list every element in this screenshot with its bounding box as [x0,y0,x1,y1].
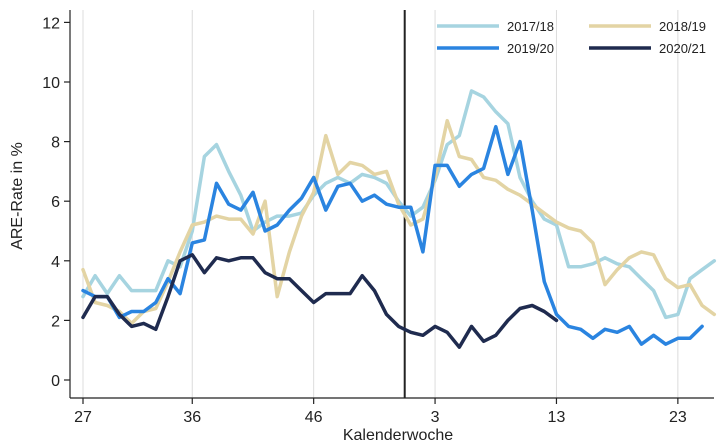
legend-label: 2020/21 [659,41,706,56]
axes [69,10,714,399]
x-tick-label: 3 [431,409,440,426]
y-tick-label: 12 [42,15,60,32]
x-axis-title: Kalenderwoche [343,427,453,441]
x-tick-label: 13 [548,409,566,426]
legend-label: 2017/18 [507,19,554,34]
legend: 2017/18 2018/19 2019/20 2020/21 [437,19,706,56]
y-axis-title: ARE-Rate in % [9,142,26,250]
legend-label: 2019/20 [507,41,554,56]
series-lines [81,89,717,349]
series-line-2019-20 [81,124,704,346]
x-tick-label: 23 [669,409,687,426]
y-tick-label: 10 [42,75,60,92]
legend-label: 2018/19 [659,19,706,34]
vertical-gridlines [82,10,679,398]
series-line-2018-19 [81,118,717,326]
x-tick-label: 36 [183,409,201,426]
x-tick-label: 46 [305,409,323,426]
y-tick-label: 6 [51,194,60,211]
y-tick-label: 0 [51,373,60,390]
x-tick-label: 27 [74,409,92,426]
y-tick-label: 8 [51,135,60,152]
y-tick-label: 4 [51,254,60,271]
series-line-2020-21 [81,253,559,349]
y-tick-label: 2 [51,313,60,330]
